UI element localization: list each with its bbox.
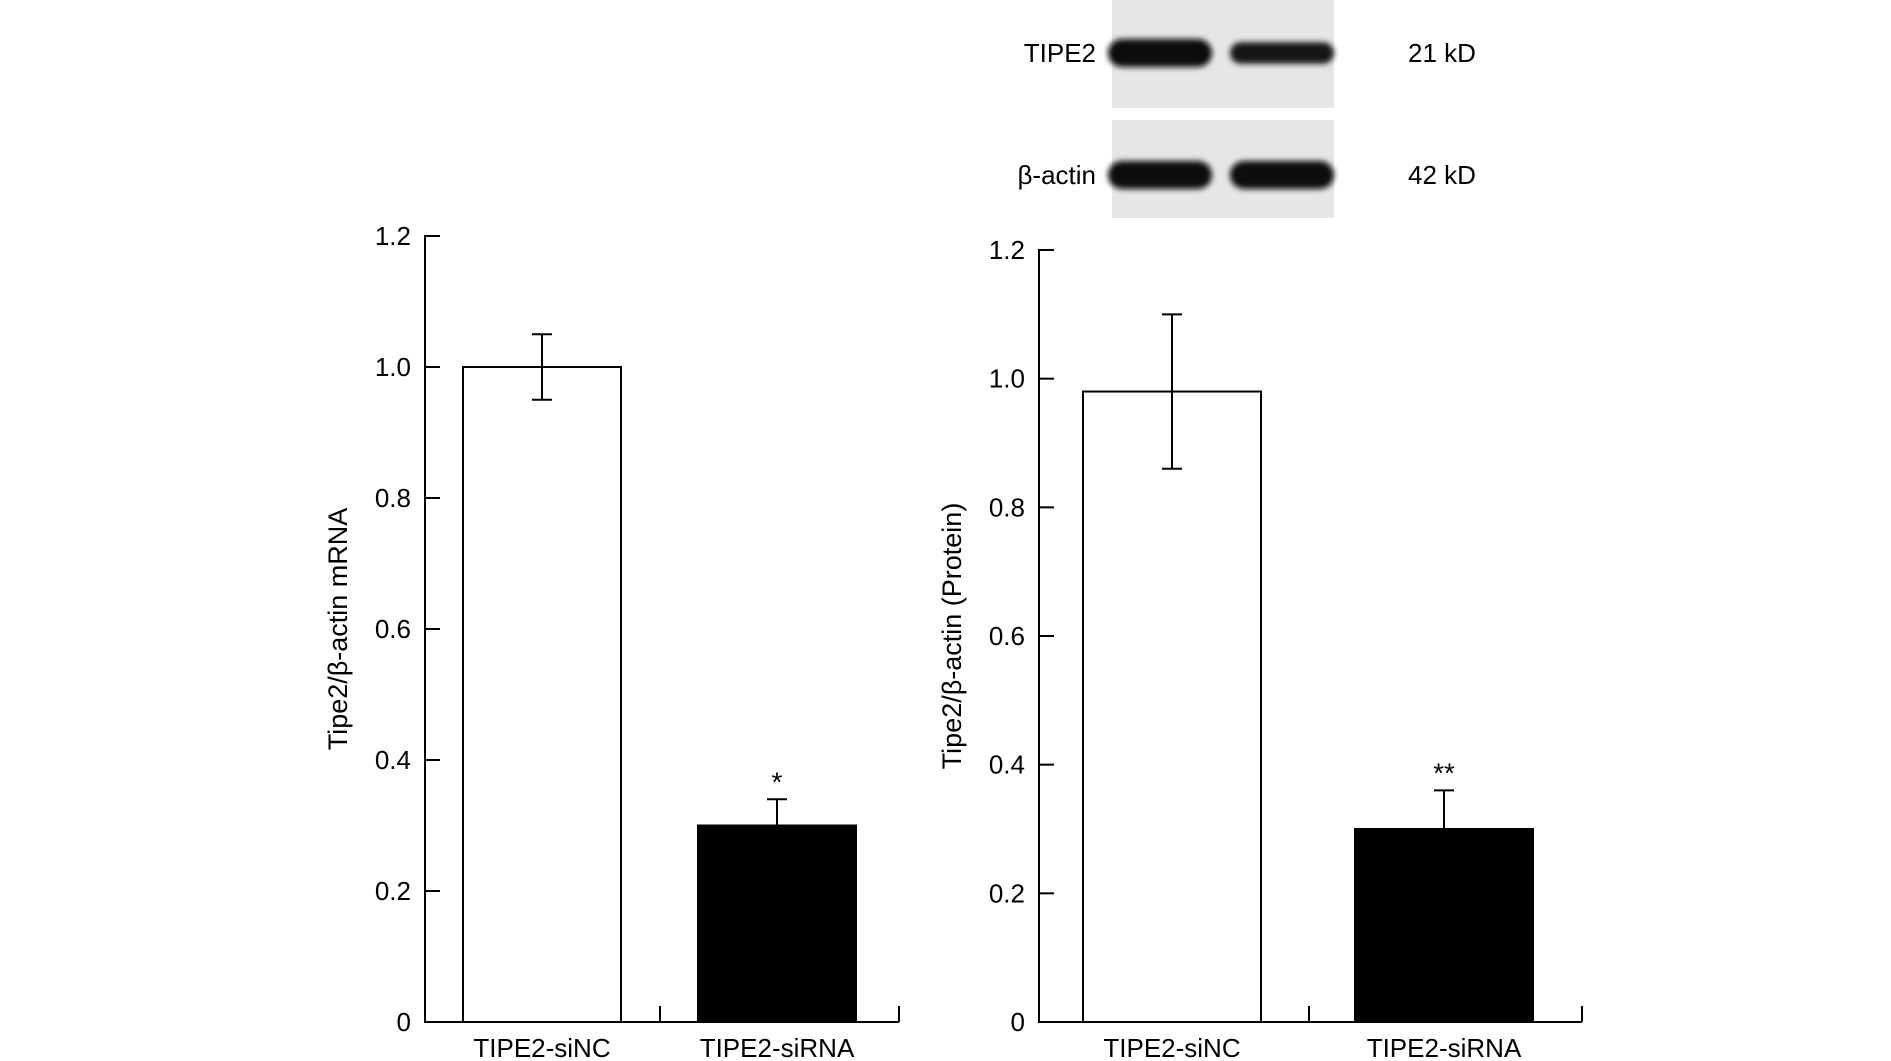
- x-category-label-1: TIPE2-siRNA: [1367, 1033, 1522, 1061]
- y-tick-label-1: 0.2: [989, 878, 1025, 908]
- y-tick-label-0: 0: [1011, 1007, 1025, 1037]
- y-axis-title: Tipe2/β-actin mRNA: [323, 508, 353, 751]
- y-tick-label-3: 0.6: [989, 621, 1025, 651]
- protein-bar-chart: 0 0.2 0.4 0.6 0.8 1.0 1.2 TIPE2-siNC ** TIPE2-siR…: [937, 235, 1583, 1061]
- mrna-bar-chart: 0 0.2 0.4 0.6 0.8 1.0 1.2 TIPE2-siNC * TIPE2-siRN…: [323, 221, 900, 1061]
- significance-marker-1: *: [772, 766, 783, 797]
- bar-0: [462, 366, 622, 1023]
- significance-marker-1: **: [1433, 757, 1455, 788]
- y-tick-label-4: 0.8: [989, 492, 1025, 522]
- y-tick-label-5: 1.0: [375, 352, 411, 382]
- y-tick-label-3: 0.6: [375, 614, 411, 644]
- y-tick-label-5: 1.0: [989, 364, 1025, 394]
- y-tick-label-6: 1.2: [989, 235, 1025, 265]
- blot-band-2-lane-1: [1108, 161, 1212, 189]
- bar-1: [697, 824, 857, 1023]
- y-tick-label-0: 0: [397, 1007, 411, 1037]
- blot-size-2: 42 kD: [1408, 160, 1476, 190]
- y-tick-label-6: 1.2: [375, 221, 411, 251]
- y-tick-label-1: 0.2: [375, 876, 411, 906]
- blot-size-1: 21 kD: [1408, 38, 1476, 68]
- y-tick-label-4: 0.8: [375, 483, 411, 513]
- x-category-label-0: TIPE2-siNC: [473, 1033, 610, 1061]
- blot-label-2: β-actin: [1017, 160, 1096, 190]
- y-tick-label-2: 0.4: [989, 750, 1025, 780]
- x-category-label-1: TIPE2-siRNA: [700, 1033, 855, 1061]
- blot-band-1-lane-1: [1108, 39, 1212, 67]
- bar-1: [1354, 828, 1534, 1023]
- x-category-label-0: TIPE2-siNC: [1103, 1033, 1240, 1061]
- western-blot: TIPE2 21 kD β-actin 42 kD: [1017, 0, 1476, 218]
- y-tick-label-2: 0.4: [375, 745, 411, 775]
- y-axis-title: Tipe2/β-actin (Protein): [937, 503, 967, 770]
- blot-label-1: TIPE2: [1024, 38, 1096, 68]
- bar-0: [1082, 390, 1262, 1023]
- blot-band-2-lane-2: [1230, 161, 1334, 189]
- blot-band-1-lane-2: [1230, 42, 1334, 64]
